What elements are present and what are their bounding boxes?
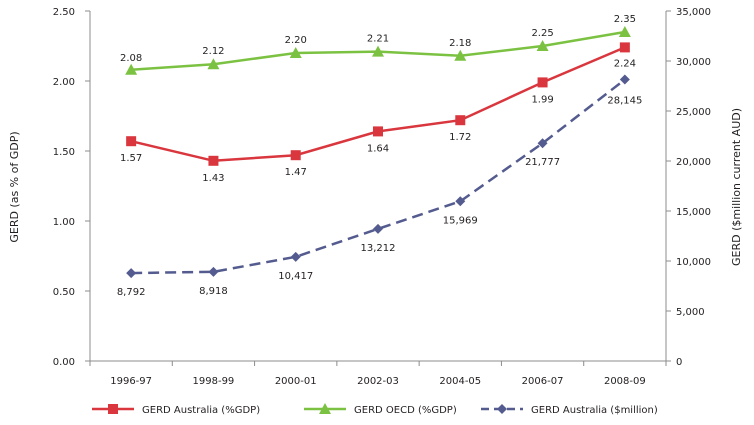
data-label-square: 1.57 xyxy=(120,153,142,164)
left-tick-label: 1.50 xyxy=(53,147,75,158)
series-point-diamond xyxy=(126,268,137,279)
right-tick-label: 35,000 xyxy=(676,7,711,18)
series-point-triangle xyxy=(372,45,384,57)
series-point-triangle xyxy=(125,63,138,75)
right-tick-label: 25,000 xyxy=(676,107,711,118)
data-label-diamond: 13,212 xyxy=(361,243,396,254)
legend-label-triangle: GERD OECD (%GDP) xyxy=(354,405,457,416)
right-axis-title: GERD ($million current AUD) xyxy=(730,108,743,266)
series-point-diamond xyxy=(619,74,630,85)
series-point-diamond xyxy=(290,251,301,262)
data-label-triangle: 2.35 xyxy=(614,14,636,25)
series-point-triangle xyxy=(618,26,631,37)
right-tick-label: 20,000 xyxy=(676,157,711,168)
data-label-triangle: 2.25 xyxy=(531,28,553,39)
series-point-square xyxy=(208,155,219,166)
legend-label-square: GERD Australia (%GDP) xyxy=(142,405,260,416)
x-tick-label: 1996-97 xyxy=(110,376,152,387)
series-point-diamond xyxy=(537,138,548,149)
series-point-square xyxy=(455,115,466,126)
right-tick-label: 5,000 xyxy=(676,307,705,318)
legend-marker-diamond xyxy=(497,404,507,414)
data-label-triangle: 2.08 xyxy=(120,53,142,64)
series-point-square xyxy=(290,150,301,161)
left-tick-label: 2.50 xyxy=(53,7,75,18)
right-tick-label: 30,000 xyxy=(676,57,711,68)
data-label-square: 1.43 xyxy=(202,173,224,184)
data-label-square: 2.24 xyxy=(614,58,636,69)
data-label-diamond: 10,417 xyxy=(278,271,313,282)
data-label-square: 1.72 xyxy=(449,132,471,143)
legend-marker-square xyxy=(108,404,118,414)
data-label-triangle: 2.20 xyxy=(285,35,307,46)
data-label-diamond: 8,792 xyxy=(117,287,146,298)
legend-marker-triangle xyxy=(319,403,331,414)
series-point-square xyxy=(373,126,383,137)
data-label-square: 1.64 xyxy=(367,143,389,154)
left-axis-title: GERD (as % of GDP) xyxy=(8,131,21,242)
left-tick-label: 0.00 xyxy=(53,357,75,368)
legend-label-diamond: GERD Australia ($million) xyxy=(531,405,658,416)
series-point-square xyxy=(537,77,548,88)
data-label-triangle: 2.18 xyxy=(449,38,471,49)
series-point-triangle xyxy=(454,49,467,61)
right-tick-label: 10,000 xyxy=(676,257,711,268)
x-tick-label: 2004-05 xyxy=(439,376,481,387)
x-tick-label: 2008-09 xyxy=(604,376,646,387)
series-point-triangle xyxy=(207,58,220,70)
data-label-square: 1.47 xyxy=(285,167,307,178)
series-point-diamond xyxy=(208,266,219,277)
x-tick-label: 2006-07 xyxy=(522,376,564,387)
data-label-diamond: 28,145 xyxy=(607,96,642,107)
series-point-triangle xyxy=(289,47,302,58)
series-point-triangle xyxy=(536,40,549,51)
series-point-square xyxy=(619,42,630,53)
right-tick-label: 0 xyxy=(676,357,682,368)
data-label-diamond: 21,777 xyxy=(525,157,560,168)
x-tick-label: 2002-03 xyxy=(357,376,399,387)
x-tick-label: 1998-99 xyxy=(193,376,235,387)
data-label-square: 1.99 xyxy=(531,94,553,105)
series-point-square xyxy=(126,136,137,147)
left-tick-label: 0.50 xyxy=(53,287,75,298)
data-label-triangle: 2.12 xyxy=(202,46,224,57)
series-point-diamond xyxy=(373,223,383,234)
right-tick-label: 15,000 xyxy=(676,207,711,218)
left-tick-label: 1.00 xyxy=(53,217,75,228)
left-tick-label: 2.00 xyxy=(53,77,75,88)
data-label-diamond: 15,969 xyxy=(443,215,478,226)
series-point-diamond xyxy=(455,196,466,207)
data-label-diamond: 8,918 xyxy=(199,286,228,297)
data-label-triangle: 2.21 xyxy=(367,34,389,45)
x-tick-label: 2000-01 xyxy=(275,376,317,387)
